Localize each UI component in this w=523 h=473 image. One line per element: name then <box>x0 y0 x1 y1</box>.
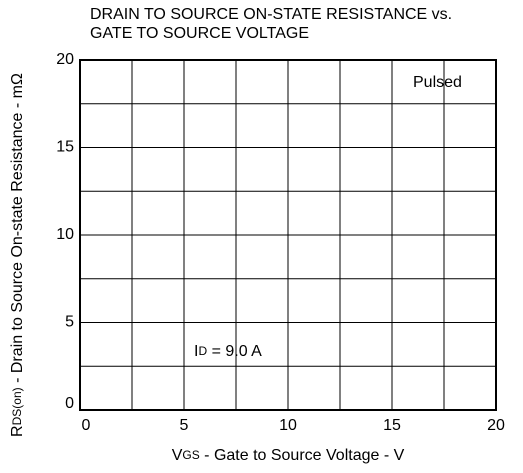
chart-title: DRAIN TO SOURCE ON-STATE RESISTANCE vs. <box>90 6 452 23</box>
y-tick-label: 0 <box>65 395 74 412</box>
y-axis-label: RDS(on) - Drain to Source On-state Resis… <box>9 73 26 437</box>
chart-title: GATE TO SOURCE VOLTAGE <box>90 25 309 42</box>
y-tick-label: 20 <box>56 51 74 68</box>
annotation: ID = 9.0 A <box>194 343 262 360</box>
plot-frame <box>79 59 497 411</box>
x-tick-label: 15 <box>383 417 401 434</box>
x-tick-label: 20 <box>487 417 505 434</box>
x-tick-label: 10 <box>279 417 297 434</box>
y-tick-label: 10 <box>56 226 74 243</box>
x-tick-label: 0 <box>82 417 91 434</box>
y-tick-label: 15 <box>56 139 74 156</box>
x-tick-label: 5 <box>180 417 189 434</box>
x-axis-label: VGS - Gate to Source Voltage - V <box>172 447 405 464</box>
annotation: Pulsed <box>413 74 462 91</box>
y-tick-label: 5 <box>65 314 74 331</box>
